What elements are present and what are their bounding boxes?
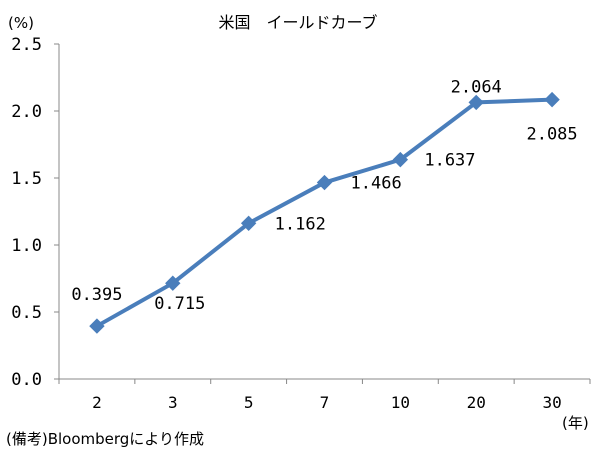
data-label: 2.064 [451,77,502,97]
data-label: 2.085 [526,125,577,145]
data-label: 1.637 [424,151,475,171]
y-tick-label: 2.0 [11,102,42,122]
data-point-marker [468,94,484,111]
x-tick-label: 30 [542,393,561,412]
x-tick-label: 5 [244,393,254,412]
y-tick-label: 0.0 [11,370,42,390]
data-point-marker [544,91,560,108]
data-label: 0.715 [154,294,205,314]
y-tick-label: 1.0 [11,236,42,256]
data-point-marker [316,174,333,191]
source-note: (備考)Bloombergにより作成 [6,430,205,448]
x-tick-label: 3 [168,393,178,412]
y-axis-unit: (%) [8,14,34,32]
y-tick-label: 0.5 [11,303,42,323]
data-label: 0.395 [71,285,122,305]
data-point-marker [240,215,257,231]
y-tick-label: 1.5 [11,169,42,189]
x-tick-label: 10 [391,393,410,412]
x-tick-label: 20 [467,393,486,412]
data-point-marker [165,275,181,291]
data-label: 1.466 [351,174,402,194]
x-axis-unit: (年) [562,414,589,432]
x-tick-label: 2 [92,393,102,412]
series-line [94,97,555,329]
x-tick-label: 7 [320,393,330,412]
chart-title: 米国 イールドカーブ [218,13,377,32]
data-point-marker [89,318,105,334]
y-tick-label: 2.5 [11,35,42,55]
data-point-marker [392,151,409,168]
data-label: 1.162 [275,214,326,234]
